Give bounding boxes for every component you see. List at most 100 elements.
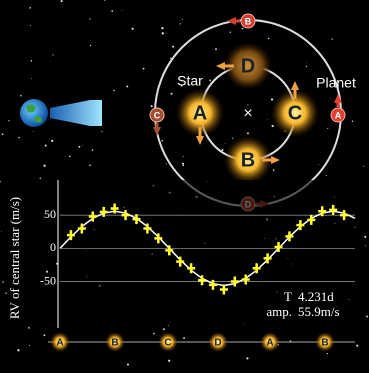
y-axis-label: RV of central star (m/s)	[7, 197, 22, 319]
star-dot	[267, 119, 268, 120]
arrow-head	[291, 81, 299, 90]
star-dot	[162, 32, 164, 34]
star-dot	[182, 19, 183, 20]
star-dot	[2, 133, 4, 135]
star-dot	[43, 334, 45, 336]
arrow-head	[196, 136, 204, 145]
star-dot	[326, 175, 327, 176]
star-dot	[50, 61, 51, 62]
star-dot	[43, 165, 45, 167]
star-dot	[17, 349, 19, 351]
telescope	[50, 100, 102, 126]
star-dot	[271, 98, 273, 100]
star-dot	[2, 281, 3, 282]
phase-label: A	[56, 338, 63, 349]
star-position-label: A	[193, 102, 207, 124]
star-dot	[18, 137, 19, 138]
star-dot	[171, 93, 173, 95]
rv-chart: 50 0 -50 RV of central star (m/s) T 4.231d amp…	[7, 180, 355, 352]
star-dot	[0, 181, 1, 182]
star-dot	[168, 360, 170, 362]
star-dot	[215, 48, 217, 50]
star-dot	[126, 85, 128, 87]
planet-position-label: B	[245, 16, 252, 26]
star-dot	[246, 357, 248, 359]
star-position-label: B	[241, 149, 255, 171]
y-tick-label: -50	[40, 273, 56, 287]
star-dot	[230, 32, 231, 33]
star-dot	[272, 125, 274, 127]
star-dot	[8, 120, 9, 121]
star-dot	[20, 95, 21, 96]
phase-label: A	[266, 338, 273, 349]
star-dot	[52, 54, 53, 55]
star-dot	[247, 132, 249, 134]
figure: × Star Planet ABCDABCD 500-50RV of centr…	[0, 0, 369, 373]
star-dot	[122, 10, 123, 11]
star-position-label: D	[241, 55, 255, 77]
star-dot	[31, 60, 32, 61]
arrow-head	[271, 156, 280, 164]
star-dot	[31, 78, 32, 79]
star-dot	[306, 66, 307, 67]
star-dot	[161, 27, 163, 29]
star-dot	[365, 245, 366, 246]
star-dot	[90, 45, 91, 46]
star-dot	[113, 90, 115, 92]
star-dot	[327, 128, 328, 129]
star-dot	[268, 38, 269, 39]
star-position-label: C	[288, 102, 302, 124]
star-dot	[225, 143, 226, 144]
star-dot	[127, 364, 129, 366]
star-dot	[327, 353, 328, 354]
planet-position-label: C	[154, 110, 161, 120]
star-dot	[366, 315, 368, 317]
star-dot	[30, 25, 31, 26]
phase-label: B	[111, 338, 118, 349]
star-dot	[273, 169, 275, 171]
star-dot	[132, 28, 134, 30]
star-dot	[1, 231, 2, 232]
star-dot	[183, 164, 185, 166]
star-dot	[101, 131, 102, 132]
annotation-key: T	[284, 289, 292, 304]
star-dot	[78, 146, 80, 148]
star-dot	[306, 63, 307, 64]
star-dot	[33, 131, 34, 132]
annotation-value: 55.9m/s	[298, 304, 340, 319]
earth	[20, 99, 48, 127]
annotation-value: 4.231d	[298, 289, 334, 304]
star-dot	[143, 68, 145, 70]
star-dot	[61, 0, 63, 2]
star-dot	[330, 98, 331, 99]
star-dot	[89, 18, 90, 19]
star-dot	[161, 140, 163, 142]
star-dot	[29, 7, 31, 9]
star-dot	[363, 166, 364, 167]
arrow-head	[153, 127, 161, 136]
phase-label: D	[214, 338, 221, 349]
star-dot	[209, 80, 211, 82]
y-tick-label: 0	[50, 240, 56, 254]
star-dot	[151, 105, 153, 107]
star-dot	[356, 345, 358, 347]
phase-label: C	[164, 338, 171, 349]
star-dot	[352, 121, 353, 122]
star-dot	[166, 33, 167, 34]
star-label: Star	[177, 73, 203, 89]
star-dot	[332, 38, 333, 39]
star-dot	[182, 163, 184, 165]
star-dot	[232, 138, 233, 139]
star-dot	[29, 345, 30, 346]
y-tick-label: 50	[44, 207, 56, 221]
star-dot	[172, 46, 174, 48]
annotation-key: amp.	[266, 304, 292, 319]
star-dot	[180, 23, 181, 24]
star-dot	[183, 337, 185, 339]
phase-label: B	[321, 338, 328, 349]
star-dot	[92, 149, 94, 151]
star-dot	[166, 163, 167, 164]
star-dot	[104, 0, 105, 1]
star-dot	[89, 165, 91, 167]
star-dot	[111, 10, 113, 12]
